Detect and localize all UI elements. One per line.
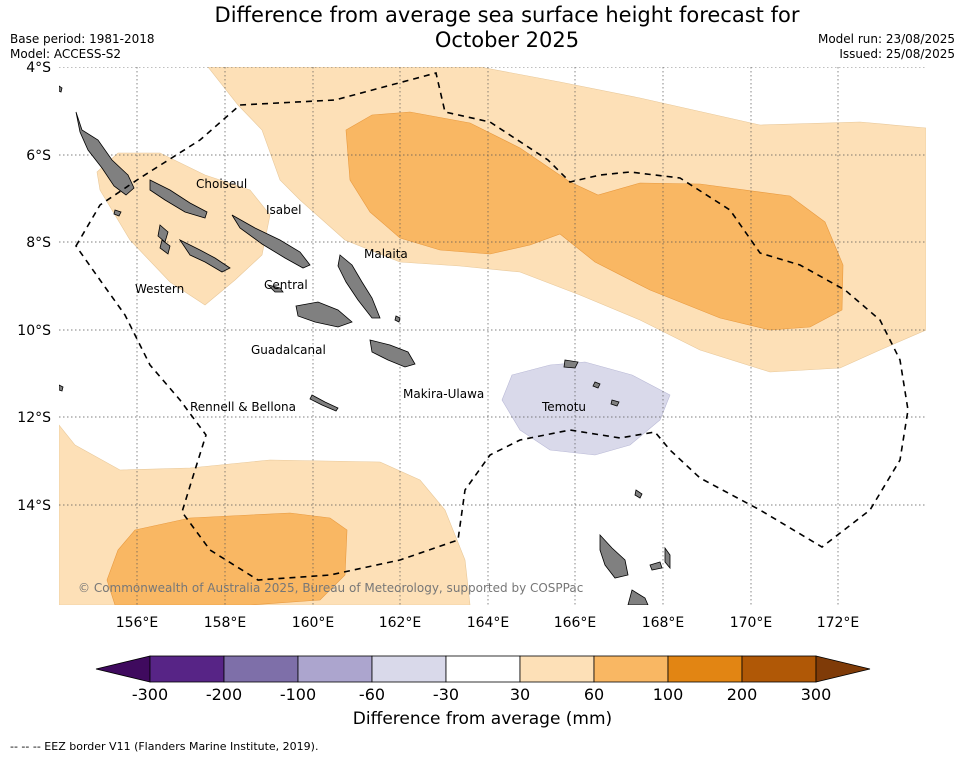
- vanuatu-islet-1: [634, 489, 643, 499]
- anomaly-60-100-south: [106, 512, 348, 605]
- cbar-tick-1: -300: [132, 685, 168, 704]
- ontong-java-islet: [394, 315, 401, 323]
- title-line-2: October 2025: [434, 28, 580, 52]
- cbar-tick-6: 30: [510, 685, 530, 704]
- issued-date: Issued: 25/08/2025: [839, 47, 955, 61]
- utupua-island: [592, 381, 601, 389]
- label-guadalcanal: Guadalcanal: [251, 343, 326, 357]
- colorbar-segment-8: [667, 655, 743, 683]
- colorbar-segment-1: [149, 655, 225, 683]
- new-georgia-island: [178, 238, 231, 273]
- label-central: Central: [264, 278, 308, 292]
- shortland-islet: [113, 209, 122, 217]
- lon-label-170e: 170°E: [730, 615, 773, 631]
- label-rennell-bellona: Rennell & Bellona: [190, 400, 296, 414]
- lon-label-158e: 158°E: [204, 615, 247, 631]
- lat-label-8s: 8°S: [26, 235, 51, 251]
- map-title: Difference from average sea surface heig…: [150, 3, 864, 53]
- label-makira-ulawa: Makira-Ulawa: [403, 387, 484, 401]
- eez-border: [75, 72, 909, 581]
- longitude-labels: 156°E 158°E 160°E 162°E 164°E 166°E 168°…: [116, 615, 860, 631]
- cbar-tick-4: -60: [359, 685, 385, 704]
- cbar-tick-5: -30: [433, 685, 459, 704]
- colorbar-label: Difference from average (mm): [352, 709, 613, 729]
- colorbar-segment-9: [741, 655, 817, 683]
- colorbar-segment-2: [223, 655, 299, 683]
- graticule: [59, 67, 926, 605]
- cbar-tick-7: 60: [584, 685, 604, 704]
- label-choiseul: Choiseul: [196, 177, 247, 191]
- province-labels: Choiseul Isabel Malaita Western Central …: [135, 177, 586, 414]
- central-islands: [266, 284, 284, 293]
- lat-label-10s: 10°S: [17, 323, 51, 339]
- lon-label-156e: 156°E: [116, 615, 159, 631]
- title-line-1: Difference from average sea surface heig…: [214, 3, 800, 27]
- choiseul-island: [149, 179, 208, 219]
- meta-left: Base period: 1981-2018 Model: ACCESS-S2: [10, 32, 155, 62]
- anomaly-60-100-north: [345, 111, 844, 331]
- colorbar-segment-5: [445, 655, 521, 683]
- anomaly-neg-30-60-temotu: [501, 361, 671, 456]
- cbar-tick-8: 100: [653, 685, 684, 704]
- land-islands: [59, 85, 671, 605]
- vanikoro-island: [610, 399, 620, 407]
- colorbar-segment-4: [371, 655, 447, 683]
- colorbar-segment-7: [593, 655, 669, 683]
- model-run: Model run: 23/08/2025: [817, 32, 955, 46]
- vanuatu-espiritu-santo: [599, 533, 629, 579]
- malaita-island: [337, 254, 381, 319]
- lon-label-164e: 164°E: [467, 615, 510, 631]
- cbar-tick-10: 300: [801, 685, 832, 704]
- colorbar-high-arrow: [815, 655, 871, 683]
- temotu-islet-west: [59, 384, 64, 392]
- model-name: Model: ACCESS-S2: [10, 47, 122, 61]
- lon-label-160e: 160°E: [292, 615, 335, 631]
- colorbar-ticks: -300 -200 -100 -60 -30 30 60 100 200 300: [132, 685, 831, 704]
- makira-island: [369, 339, 416, 368]
- isabel-island: [231, 214, 311, 269]
- lon-label-162e: 162°E: [379, 615, 422, 631]
- rennell-island: [309, 394, 339, 412]
- ranongga-island: [159, 239, 171, 255]
- cbar-tick-2: -200: [206, 685, 242, 704]
- santa-cruz-islands: [563, 359, 579, 369]
- vanuatu-malekula: [627, 589, 649, 605]
- latitude-labels: 4°S 6°S 8°S 10°S 12°S 14°S: [17, 60, 51, 514]
- lat-label-6s: 6°S: [26, 148, 51, 164]
- label-temotu: Temotu: [541, 400, 586, 414]
- lat-label-4s: 4°S: [26, 60, 51, 76]
- map-area: © Commonwealth of Australia 2025, Bureau…: [59, 67, 926, 605]
- copyright-notice: © Commonwealth of Australia 2025, Bureau…: [78, 581, 583, 595]
- lon-label-168e: 168°E: [642, 615, 685, 631]
- meta-right: Model run: 23/08/2025 Issued: 25/08/2025: [818, 32, 955, 62]
- lat-label-12s: 12°S: [17, 410, 51, 426]
- lon-label-166e: 166°E: [554, 615, 597, 631]
- lat-label-14s: 14°S: [17, 498, 51, 514]
- vanuatu-islet-2: [649, 561, 663, 571]
- colorbar-low-arrow: [95, 655, 151, 683]
- cbar-tick-3: -100: [280, 685, 316, 704]
- eez-footnote: -- -- -- EEZ border V11 (Flanders Marine…: [10, 740, 319, 753]
- lon-label-172e: 172°E: [817, 615, 860, 631]
- vanuatu-small-islands: [664, 546, 671, 570]
- colorbar-segment-6: [519, 655, 595, 683]
- guadalcanal-island: [295, 301, 353, 328]
- base-period: Base period: 1981-2018: [10, 32, 155, 46]
- colorbar-segment-3: [297, 655, 373, 683]
- label-isabel: Isabel: [266, 203, 301, 217]
- shortland-islet-2: [59, 85, 63, 93]
- cbar-tick-9: 200: [727, 685, 758, 704]
- label-western: Western: [135, 282, 184, 296]
- label-malaita: Malaita: [364, 247, 408, 261]
- colorbar: [95, 655, 871, 683]
- map-figure: © Commonwealth of Australia 2025, Bureau…: [17, 60, 926, 704]
- bougainville-island: [75, 111, 135, 196]
